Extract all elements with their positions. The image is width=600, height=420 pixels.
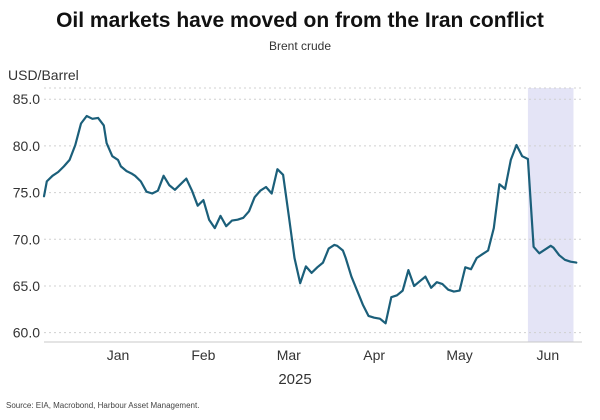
- chart-subtitle: Brent crude: [268, 39, 332, 53]
- x-tick-label: Feb: [191, 347, 215, 363]
- x-axis-year-label: 2025: [278, 371, 311, 388]
- series-layer: [42, 114, 578, 325]
- x-tick-label: Jan: [107, 347, 130, 363]
- x-tick-label: Mar: [277, 347, 301, 363]
- source-note: Source: EIA, Macrobond, Harbour Asset Ma…: [6, 401, 200, 410]
- axes: 60.0 65.0 70.0 75.0 80.0 85.0 Jan Feb Mar Apr May J…: [13, 91, 582, 363]
- gridlines: [44, 87, 582, 334]
- chart-title: Oil markets have moved on from the Iran …: [56, 9, 544, 32]
- x-tick-label: Jun: [537, 347, 560, 363]
- y-tick-label: 60.0: [13, 325, 40, 341]
- y-axis-unit-label: USD/Barrel: [8, 67, 79, 83]
- brent-price-line: [42, 114, 578, 325]
- x-tick-label: Apr: [363, 347, 385, 363]
- y-tick-label: 80.0: [13, 138, 40, 154]
- y-tick-label: 75.0: [13, 185, 40, 201]
- y-tick-label: 85.0: [13, 91, 40, 107]
- y-tick-label: 70.0: [13, 231, 40, 247]
- highlight-band: [527, 88, 574, 342]
- x-tick-label: May: [446, 347, 472, 363]
- y-tick-label: 65.0: [13, 278, 40, 294]
- highlight-band-layer: [527, 88, 574, 342]
